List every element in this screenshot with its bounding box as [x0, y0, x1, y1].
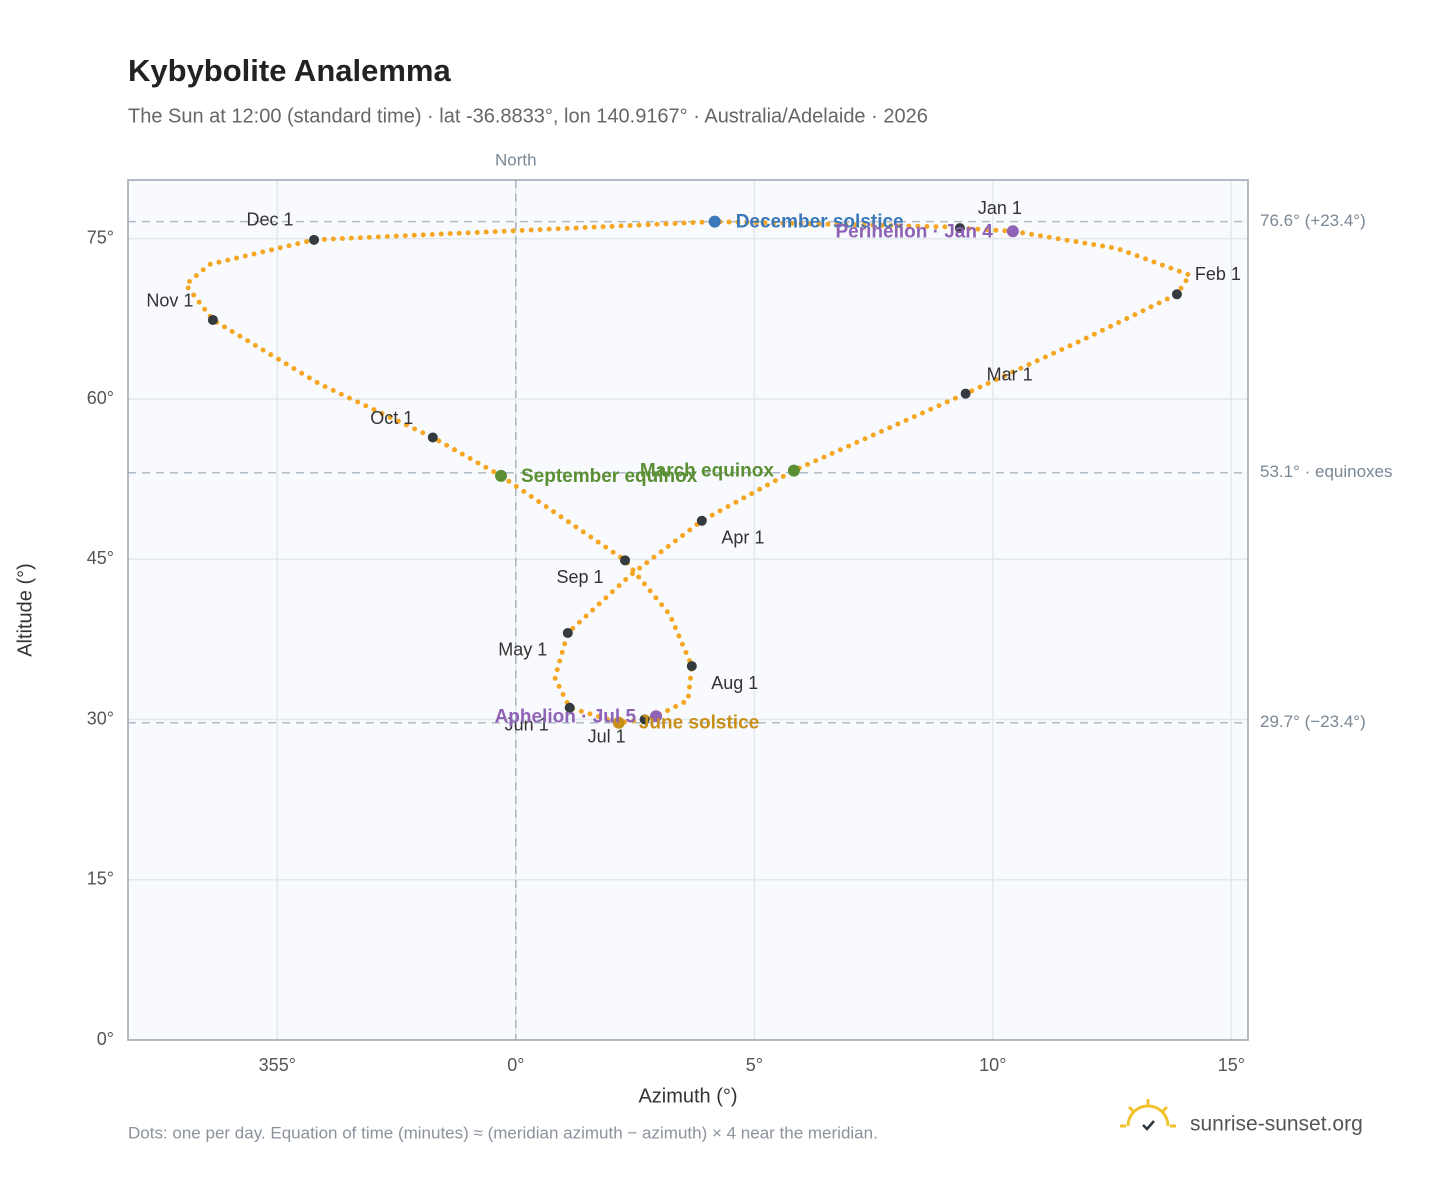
- event-marker: [708, 215, 721, 228]
- x-tick-label: 355°: [259, 1055, 296, 1075]
- month-marker: [309, 234, 320, 245]
- y-tick-label: 15°: [87, 869, 114, 889]
- y-tick-label: 60°: [87, 388, 114, 408]
- chart-title: Kybybolite Analemma: [128, 53, 451, 88]
- event-label: Perihelion · Jan 4: [836, 221, 994, 242]
- event-label: December solstice: [736, 212, 904, 233]
- event-label: September equinox: [521, 466, 698, 487]
- month-marker: [954, 223, 965, 234]
- plot-area: [128, 180, 1248, 1040]
- event-label: March equinox: [640, 461, 775, 482]
- month-label: May 1: [498, 640, 547, 660]
- month-label: Jun 1: [505, 715, 549, 735]
- month-label: Mar 1: [987, 364, 1033, 384]
- y-axis-title: Altitude (°): [14, 563, 36, 657]
- brand-logo: [1120, 1099, 1176, 1131]
- month-marker: [639, 714, 650, 725]
- event-marker: [787, 464, 800, 477]
- event-marker: [650, 710, 663, 723]
- y-tick-label: 75°: [87, 228, 114, 248]
- month-marker: [562, 627, 573, 638]
- brand-name: sunrise-sunset.org: [1190, 1113, 1363, 1136]
- month-label: Dec 1: [247, 210, 294, 230]
- month-label: Nov 1: [146, 291, 193, 311]
- event-label: June solstice: [639, 713, 759, 734]
- y-tick-label: 30°: [87, 708, 114, 728]
- chart-subtitle: The Sun at 12:00 (standard time) · lat -…: [128, 105, 928, 127]
- event-marker: [1006, 225, 1019, 238]
- reference-label: 76.6° (+23.4°): [1260, 211, 1366, 230]
- month-label: Sep 1: [557, 567, 604, 587]
- month-label: Apr 1: [721, 528, 764, 548]
- month-label: Feb 1: [1195, 264, 1241, 284]
- month-marker: [620, 555, 631, 566]
- reference-label: 29.7° (−23.4°): [1260, 712, 1366, 731]
- north-label: North: [495, 150, 537, 169]
- event-marker: [495, 469, 508, 482]
- month-label: Jan 1: [978, 198, 1022, 218]
- plot-frame: [127, 179, 1249, 1041]
- y-tick-label: 45°: [87, 548, 114, 568]
- x-tick-label: 0°: [507, 1055, 524, 1075]
- month-marker: [564, 702, 575, 713]
- month-label: Aug 1: [711, 673, 758, 693]
- x-tick-label: 10°: [979, 1055, 1006, 1075]
- y-tick-label: 0°: [97, 1029, 114, 1049]
- month-label: Oct 1: [370, 408, 413, 428]
- x-tick-label: 5°: [746, 1055, 763, 1075]
- month-marker: [686, 661, 697, 672]
- month-marker: [207, 314, 218, 325]
- x-tick-label: 15°: [1218, 1055, 1245, 1075]
- month-label: Jul 1: [588, 726, 626, 746]
- event-marker: [612, 716, 625, 729]
- reference-label: 53.1° · equinoxes: [1260, 462, 1393, 481]
- month-marker: [427, 432, 438, 443]
- month-marker: [696, 515, 707, 526]
- month-marker: [1171, 289, 1182, 300]
- x-axis-title: Azimuth (°): [638, 1085, 737, 1107]
- event-label: Aphelion · Jul 5: [495, 706, 637, 727]
- month-marker: [960, 388, 971, 399]
- footnote: Dots: one per day. Equation of time (min…: [128, 1123, 878, 1142]
